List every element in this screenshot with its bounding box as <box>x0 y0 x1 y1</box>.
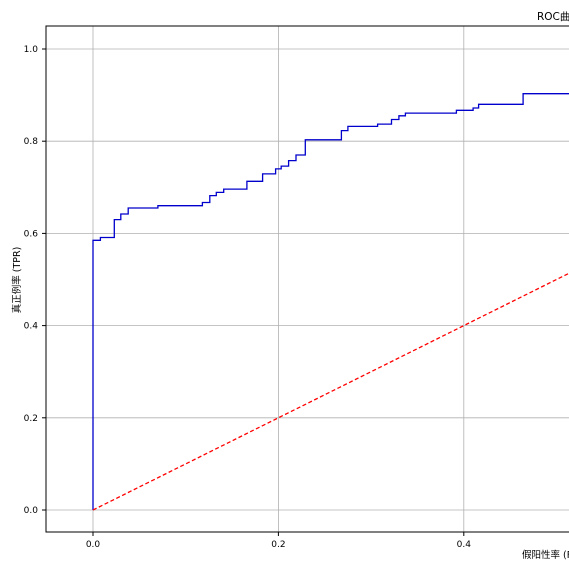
roc-curve-line <box>92 93 569 510</box>
y-tick-label: 0.4 <box>24 322 39 332</box>
random-baseline-line <box>92 272 569 511</box>
series-layer <box>92 93 569 511</box>
x-tick-label: 0.0 <box>86 540 101 550</box>
y-tick-label: 0.0 <box>24 506 39 516</box>
grid-lines <box>46 26 569 532</box>
y-tick-label: 1.0 <box>24 45 39 55</box>
x-axis-label: 假阳性率 (FPR) <box>522 549 569 561</box>
x-tick-label: 0.4 <box>457 540 472 550</box>
x-tick-label: 0.2 <box>271 540 285 550</box>
chart-title: ROC曲线 <box>537 10 569 23</box>
y-tick-label: 0.8 <box>24 137 39 147</box>
y-tick-label: 0.6 <box>24 229 39 239</box>
y-tick-label: 0.2 <box>24 414 38 424</box>
plot-frame <box>45 25 569 533</box>
y-axis-label: 真正例率 (TPR) <box>11 247 23 314</box>
ticks-layer: 0.0 0.2 0.4 0.0 0.2 0.4 0.6 0.8 1.0 <box>24 45 472 550</box>
